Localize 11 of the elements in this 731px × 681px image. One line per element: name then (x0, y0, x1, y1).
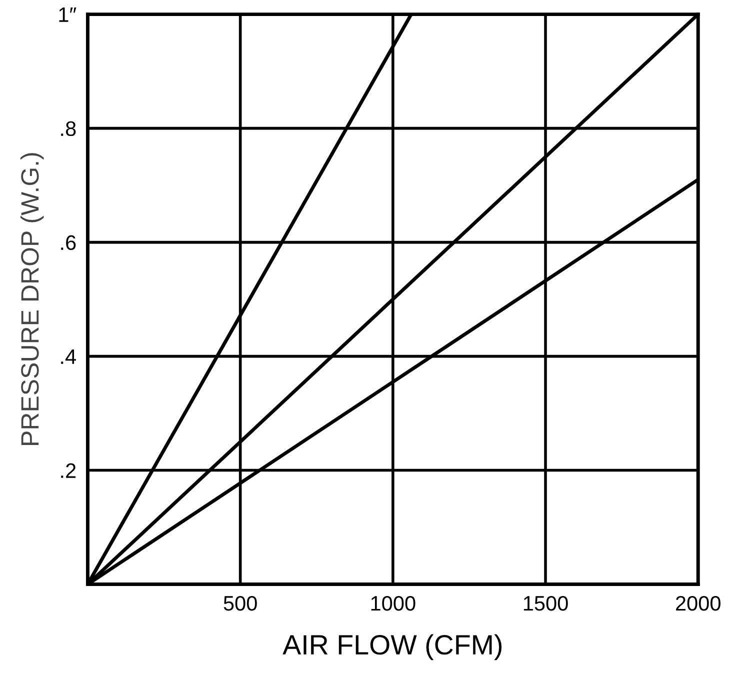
x-tick-label: 1000 (371, 596, 416, 611)
y-tick-label: .4 (61, 350, 76, 364)
x-tick-label: 1500 (524, 596, 568, 611)
x-tick-label: 2000 (676, 596, 720, 611)
y-tick-label: .6 (61, 235, 76, 250)
x-axis-title: AIR FLOW (CFM) (282, 634, 502, 660)
y-tick-label: .2 (61, 463, 76, 478)
y-axis-title: PRESSURE DROP (W.G.) (20, 153, 44, 445)
x-tick-label: 500 (224, 596, 257, 611)
y-tick-label: .8 (61, 121, 76, 136)
y-tick-label: 1″ (59, 8, 76, 22)
